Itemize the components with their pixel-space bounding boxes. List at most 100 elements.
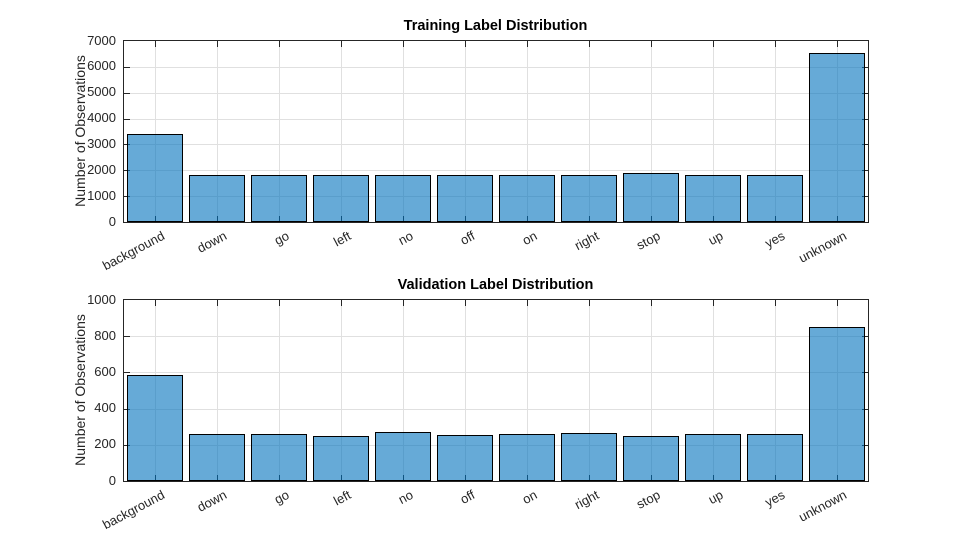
gridline — [124, 196, 868, 198]
tick-mark — [340, 300, 342, 306]
tick-mark — [154, 300, 156, 306]
tick-mark — [340, 41, 342, 47]
y-tick-label: 6000 — [87, 58, 116, 74]
x-tick-label: go — [271, 228, 292, 249]
gridline — [340, 300, 342, 481]
gridline — [650, 300, 652, 481]
tick-mark — [650, 300, 652, 306]
tick-mark — [836, 41, 838, 47]
tick-mark — [124, 336, 130, 338]
tick-mark — [124, 66, 130, 68]
bar-down — [189, 174, 245, 222]
x-tick-label: unknown — [796, 487, 850, 525]
bar-down — [189, 433, 245, 481]
bar-left — [313, 436, 369, 481]
gridline — [588, 41, 590, 222]
x-tick-label: down — [194, 487, 230, 515]
gridline — [526, 300, 528, 481]
tick-mark — [124, 444, 130, 446]
tick-mark — [124, 196, 130, 198]
gridline — [464, 300, 466, 481]
x-tick-label: no — [395, 487, 416, 508]
gridline — [124, 118, 868, 120]
gridline — [712, 41, 714, 222]
bar-stop — [623, 173, 679, 222]
tick-mark — [588, 300, 590, 306]
gridline — [774, 41, 776, 222]
tick-mark — [402, 41, 404, 47]
tick-mark — [712, 300, 714, 306]
bar-background — [127, 375, 183, 481]
tick-mark — [464, 41, 466, 47]
tick-mark — [862, 66, 868, 68]
bar-left — [313, 175, 369, 222]
y-tick-label: 5000 — [87, 84, 116, 100]
tick-mark — [862, 170, 868, 172]
x-tick-label: stop — [634, 228, 664, 253]
bar-right — [561, 433, 617, 481]
tick-mark — [124, 144, 130, 146]
tick-mark — [124, 170, 130, 172]
y-tick-label: 7000 — [87, 32, 116, 48]
gridline — [650, 41, 652, 222]
tick-mark — [216, 41, 218, 47]
gridline — [124, 408, 868, 410]
bar-yes — [747, 434, 803, 481]
y-tick-label: 1000 — [87, 291, 116, 307]
gridline — [154, 41, 156, 222]
tick-mark — [124, 372, 130, 374]
x-tick-label: off — [457, 487, 478, 507]
bar-on — [499, 434, 555, 481]
tick-mark — [650, 41, 652, 47]
tick-mark — [124, 408, 130, 410]
tick-mark — [862, 196, 868, 198]
x-tick-label: right — [571, 228, 602, 254]
tick-mark — [862, 408, 868, 410]
x-tick-label: left — [330, 228, 354, 250]
tick-mark — [464, 300, 466, 306]
y-tick-label: 0 — [108, 213, 116, 229]
tick-mark — [526, 300, 528, 306]
gridline — [124, 336, 868, 338]
bar-off — [437, 435, 493, 481]
bar-stop — [623, 436, 679, 481]
x-tick-label: unknown — [796, 228, 850, 266]
tick-mark — [124, 118, 130, 120]
gridline — [124, 444, 868, 446]
bar-background — [127, 134, 183, 222]
gridline — [774, 300, 776, 481]
plot-area-training — [123, 40, 869, 223]
tick-mark — [862, 372, 868, 374]
bar-right — [561, 174, 617, 222]
bar-up — [685, 434, 741, 481]
x-tick-label: up — [705, 228, 726, 249]
tick-mark — [862, 118, 868, 120]
tick-mark — [278, 300, 280, 306]
tick-mark — [712, 41, 714, 47]
tick-mark — [588, 41, 590, 47]
y-tick-label: 600 — [94, 363, 116, 379]
tick-mark — [402, 300, 404, 306]
gridline — [216, 300, 218, 481]
plot-area-validation — [123, 299, 869, 482]
tick-mark — [216, 300, 218, 306]
gridline — [278, 300, 280, 481]
y-tick-label: 3000 — [87, 135, 116, 151]
tick-mark — [862, 92, 868, 94]
bar-unknown — [809, 53, 865, 222]
tick-mark — [774, 300, 776, 306]
bar-go — [251, 434, 307, 481]
y-tick-label: 400 — [94, 400, 116, 416]
chart-title-validation: Validation Label Distribution — [397, 277, 594, 293]
bar-yes — [747, 174, 803, 222]
gridline — [124, 372, 868, 374]
tick-mark — [124, 92, 130, 94]
x-tick-label: go — [271, 487, 292, 508]
tick-mark — [862, 144, 868, 146]
x-tick-label: off — [457, 228, 478, 248]
tick-mark — [774, 41, 776, 47]
gridline — [464, 41, 466, 222]
tick-mark — [836, 300, 838, 306]
x-tick-label: up — [705, 487, 726, 508]
